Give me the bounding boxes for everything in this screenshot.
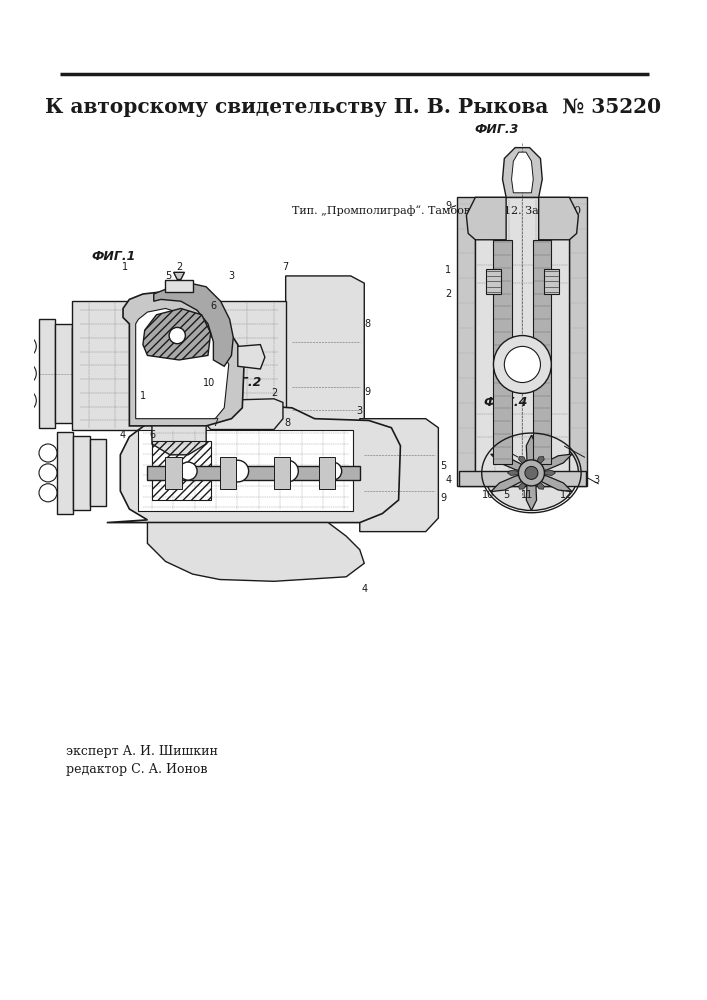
Polygon shape xyxy=(139,430,354,511)
Text: 3: 3 xyxy=(357,406,363,416)
Text: 2: 2 xyxy=(271,388,277,398)
Polygon shape xyxy=(72,301,286,430)
Bar xyxy=(274,457,290,489)
Bar xyxy=(57,432,74,514)
Bar xyxy=(90,439,106,506)
Text: 4: 4 xyxy=(445,475,451,485)
Bar xyxy=(544,269,559,294)
Text: 6: 6 xyxy=(149,430,155,440)
Polygon shape xyxy=(491,474,526,492)
Polygon shape xyxy=(459,471,585,486)
Polygon shape xyxy=(475,197,569,486)
Polygon shape xyxy=(533,240,551,464)
Text: 7: 7 xyxy=(283,262,288,272)
Polygon shape xyxy=(491,454,526,471)
Polygon shape xyxy=(539,197,578,240)
Polygon shape xyxy=(143,308,211,360)
Bar xyxy=(319,457,335,489)
Polygon shape xyxy=(152,426,206,455)
Polygon shape xyxy=(238,345,265,369)
Polygon shape xyxy=(569,197,588,486)
Text: 5: 5 xyxy=(165,271,171,281)
Text: 10: 10 xyxy=(482,490,494,500)
Bar xyxy=(71,328,88,419)
Polygon shape xyxy=(286,276,364,446)
Text: ФИГ.3: ФИГ.3 xyxy=(475,123,519,136)
Text: 1: 1 xyxy=(445,265,451,275)
Text: 3: 3 xyxy=(228,271,235,281)
Text: ФИГ.2: ФИГ.2 xyxy=(217,376,262,389)
Text: 3: 3 xyxy=(593,475,600,485)
Circle shape xyxy=(324,462,341,480)
Text: 8: 8 xyxy=(284,418,291,428)
Polygon shape xyxy=(503,148,542,197)
Circle shape xyxy=(525,466,538,479)
Text: 9: 9 xyxy=(445,201,451,211)
Text: 5: 5 xyxy=(503,490,509,500)
Circle shape xyxy=(179,462,197,480)
Text: 5: 5 xyxy=(440,461,447,471)
Polygon shape xyxy=(518,457,532,473)
Text: К авторскому свидетельству П. В. Рыкова  № 35220: К авторскому свидетельству П. В. Рыкова … xyxy=(45,97,662,117)
Text: 9: 9 xyxy=(440,493,447,503)
Polygon shape xyxy=(201,399,283,430)
Text: 4: 4 xyxy=(361,584,368,594)
Text: ФИГ.4: ФИГ.4 xyxy=(484,396,528,409)
Text: ФИГ.1: ФИГ.1 xyxy=(92,250,136,263)
Bar xyxy=(486,269,501,294)
Text: редактор С. А. Ионов: редактор С. А. Ионов xyxy=(66,763,208,776)
Polygon shape xyxy=(526,479,537,510)
Bar xyxy=(74,436,90,510)
Ellipse shape xyxy=(484,435,578,510)
Text: 8: 8 xyxy=(364,319,370,329)
Text: 1: 1 xyxy=(140,391,146,401)
Text: 1: 1 xyxy=(122,262,128,272)
Circle shape xyxy=(504,346,540,383)
Text: 4: 4 xyxy=(120,430,126,440)
Text: 10: 10 xyxy=(203,378,215,388)
Polygon shape xyxy=(508,470,532,475)
Polygon shape xyxy=(526,435,537,467)
Polygon shape xyxy=(532,470,556,475)
Text: 2: 2 xyxy=(445,289,452,299)
Bar xyxy=(220,457,236,489)
Circle shape xyxy=(169,327,185,344)
Polygon shape xyxy=(537,474,572,492)
Polygon shape xyxy=(136,308,229,419)
Bar xyxy=(165,457,182,489)
Text: 11: 11 xyxy=(521,490,533,500)
Bar xyxy=(39,319,55,428)
Polygon shape xyxy=(457,197,475,486)
Polygon shape xyxy=(153,283,233,366)
Bar xyxy=(148,466,360,480)
Polygon shape xyxy=(512,152,533,193)
Polygon shape xyxy=(107,405,400,523)
Polygon shape xyxy=(532,457,544,473)
Polygon shape xyxy=(467,197,506,240)
Polygon shape xyxy=(174,272,185,280)
Circle shape xyxy=(276,460,298,482)
Polygon shape xyxy=(518,473,532,489)
Polygon shape xyxy=(360,419,438,532)
Text: Тип. „Промполиграф“. Тамбовская, 12. Зак. 3690: Тип. „Промполиграф“. Тамбовская, 12. Зак… xyxy=(292,205,581,216)
Text: 12: 12 xyxy=(559,490,572,500)
Circle shape xyxy=(227,460,249,482)
Polygon shape xyxy=(537,454,572,471)
Circle shape xyxy=(518,460,544,486)
Polygon shape xyxy=(532,473,544,489)
Polygon shape xyxy=(148,523,364,581)
Polygon shape xyxy=(123,292,244,426)
Text: эксперт А. И. Шишкин: эксперт А. И. Шишкин xyxy=(66,745,218,758)
Polygon shape xyxy=(493,240,512,464)
Text: 7: 7 xyxy=(212,418,218,428)
Text: 2: 2 xyxy=(176,262,182,272)
Text: 6: 6 xyxy=(210,301,216,311)
Circle shape xyxy=(493,336,551,393)
Text: 9: 9 xyxy=(364,387,370,397)
Bar xyxy=(165,280,192,292)
Bar xyxy=(55,324,71,423)
